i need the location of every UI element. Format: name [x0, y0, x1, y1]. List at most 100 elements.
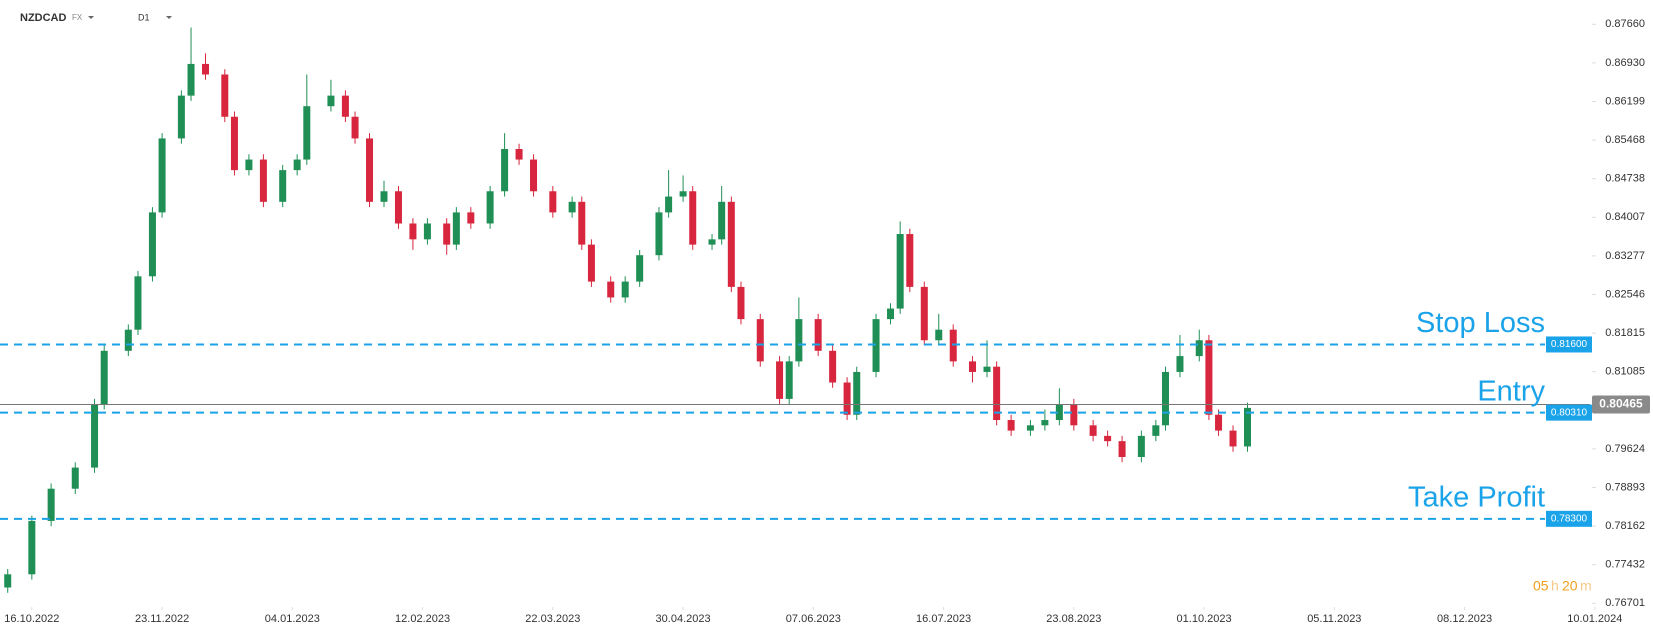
candle-body	[1205, 340, 1213, 415]
x-tick-label: 22.03.2023	[525, 613, 580, 625]
candle-body	[1195, 340, 1203, 357]
candle-body	[148, 212, 156, 277]
y-tick-label: 0.86930	[1605, 57, 1645, 69]
y-tick-label: 0.81085	[1605, 366, 1645, 378]
level-name: Take Profit	[1408, 481, 1545, 513]
candle-body	[949, 329, 957, 362]
y-tick-label: 0.86199	[1605, 95, 1645, 107]
candle-body	[568, 201, 576, 213]
y-tick-label: 0.78162	[1605, 520, 1645, 532]
candle-body	[100, 350, 108, 405]
candle-body	[221, 74, 229, 117]
candle-body	[935, 329, 943, 341]
candle-body	[718, 201, 726, 240]
candle-body	[124, 329, 132, 351]
x-tick-label: 30.04.2023	[656, 613, 711, 625]
candle-body	[1215, 414, 1223, 431]
timer-minutes-unit: m	[1580, 578, 1592, 594]
symbol[interactable]: NZDCAD	[20, 12, 66, 24]
candle-body	[245, 159, 253, 171]
current-price-label: 0.80465	[1599, 397, 1643, 411]
candle-body	[549, 191, 557, 213]
candle-body	[1055, 404, 1063, 421]
level-label-box	[1546, 510, 1592, 527]
candle-body	[1176, 356, 1184, 372]
y-tick-label: 0.85468	[1605, 134, 1645, 146]
candle-body	[795, 319, 803, 362]
y-tick-label: 0.79624	[1605, 443, 1645, 455]
candle-body	[1229, 430, 1237, 447]
candle-body	[1041, 420, 1049, 426]
y-tick-label: 0.84738	[1605, 173, 1645, 185]
x-tick-label: 10.01.2024	[1567, 613, 1622, 625]
timer-hours-unit: h	[1551, 578, 1559, 594]
candle-body	[621, 281, 629, 298]
candle-body	[872, 319, 880, 372]
candle-body	[366, 138, 374, 202]
candle-body	[202, 63, 210, 75]
candle-body	[689, 191, 697, 245]
candle-body	[91, 404, 99, 468]
candle-body	[4, 574, 12, 588]
candle-body	[187, 63, 195, 96]
candle-body	[756, 319, 764, 362]
candle-body	[679, 191, 687, 197]
candle-body	[327, 95, 335, 107]
candle-body	[737, 286, 745, 320]
candle-body	[814, 319, 822, 351]
candle-body	[1161, 371, 1169, 426]
y-tick-label: 0.78893	[1605, 481, 1645, 493]
candle-body	[776, 361, 784, 399]
candle-body	[1089, 425, 1097, 436]
candle-body	[1243, 407, 1251, 447]
candle-body	[394, 191, 402, 224]
candle-body	[71, 467, 79, 489]
candle-body	[896, 234, 904, 309]
candle-body	[423, 223, 431, 240]
market: FX	[72, 13, 83, 22]
candle-body	[636, 255, 644, 282]
candle-body	[303, 106, 311, 160]
candle-body	[655, 212, 663, 256]
candle-body	[853, 371, 861, 415]
candle-body	[1070, 404, 1078, 426]
level-label: 0.80310	[1551, 407, 1588, 418]
level-label-box	[1546, 336, 1592, 353]
timeframe-dropdown[interactable]	[166, 16, 172, 19]
candle-body	[1137, 435, 1145, 458]
candle-body	[351, 116, 359, 139]
x-tick-label: 12.02.2023	[395, 613, 450, 625]
x-tick-label: 04.01.2023	[265, 613, 320, 625]
candle-body	[452, 212, 460, 245]
candle-body	[279, 170, 287, 202]
y-tick-label: 0.76701	[1605, 597, 1645, 609]
candle-body	[467, 212, 475, 224]
y-tick-label: 0.81815	[1605, 327, 1645, 339]
candle-body	[293, 159, 301, 171]
x-tick-label: 05.11.2023	[1307, 613, 1361, 625]
symbol-dropdown[interactable]	[88, 16, 94, 19]
candle-body	[843, 382, 851, 415]
candle-body	[708, 239, 716, 245]
level-label: 0.78300	[1551, 513, 1588, 524]
candle-body	[920, 286, 928, 341]
y-tick-label: 0.82546	[1605, 288, 1645, 300]
y-tick-label: 0.83277	[1605, 250, 1645, 262]
candle-body	[28, 520, 36, 575]
candle-body	[443, 223, 451, 245]
candle-body	[829, 350, 837, 383]
countdown: 05 h 20 m	[1533, 578, 1592, 594]
x-tick-label: 08.12.2023	[1437, 613, 1492, 625]
y-tick-label: 0.84007	[1605, 211, 1645, 223]
candle-body	[906, 234, 914, 287]
candle-body	[515, 148, 523, 160]
level-label-box	[1546, 404, 1592, 421]
current-price-box	[1592, 395, 1650, 414]
x-tick-label: 16.10.2022	[4, 613, 59, 625]
candle-body	[158, 138, 166, 213]
candle-body	[501, 148, 509, 192]
candle-body	[177, 95, 185, 139]
timeframe[interactable]: D1	[138, 12, 150, 22]
